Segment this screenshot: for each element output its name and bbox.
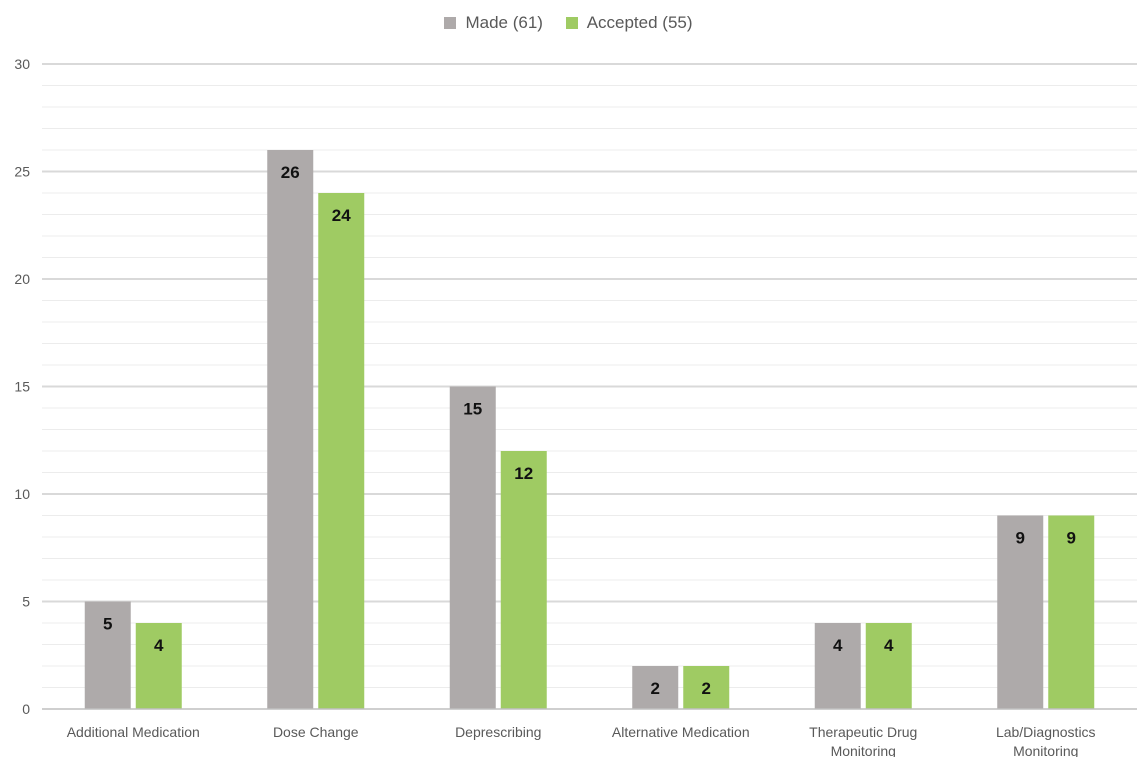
y-tick-label: 0 [22, 701, 30, 717]
x-tick-label: Additional Medication [67, 724, 200, 740]
x-axis: Additional Medication Dose Change Deprescr… [42, 708, 1137, 757]
x-tick-label: Dose Change [273, 724, 359, 740]
data-label: 5 [103, 615, 112, 634]
data-label: 26 [281, 163, 300, 182]
bar-accepted [865, 623, 912, 709]
bar-accepted [500, 451, 547, 709]
data-label: 2 [702, 679, 711, 698]
legend-swatch-made [444, 16, 457, 29]
data-label: 15 [463, 400, 482, 419]
y-tick-label: 20 [14, 271, 30, 287]
x-tick-label: Monitoring [831, 743, 896, 757]
bar-made [449, 386, 496, 709]
y-tick-label: 25 [14, 164, 30, 180]
data-label: 2 [651, 679, 660, 698]
bar-made [997, 515, 1044, 709]
bar-made [814, 623, 861, 709]
x-tick-label: Alternative Medication [612, 724, 750, 740]
x-tick-label: Therapeutic Drug [809, 724, 917, 740]
bar-accepted [318, 193, 365, 709]
x-tick-label: Lab/Diagnostics [996, 724, 1096, 740]
y-tick-label: 5 [22, 594, 30, 610]
bar-accepted [135, 623, 182, 709]
y-axis: 0 5 10 15 20 25 30 [14, 56, 30, 717]
gridlines [42, 63, 1137, 688]
legend-item-made: Made (61) [444, 12, 543, 33]
data-label: 4 [154, 636, 164, 655]
x-tick-label: Deprescribing [455, 724, 541, 740]
bar-made [267, 150, 314, 709]
y-tick-label: 15 [14, 379, 30, 395]
legend-label-made: Made (61) [465, 12, 543, 32]
legend-item-accepted: Accepted (55) [565, 12, 693, 33]
legend-swatch-accepted [565, 16, 578, 29]
y-tick-label: 10 [14, 486, 30, 502]
bars [84, 150, 1095, 709]
data-label: 12 [514, 464, 533, 483]
data-label: 9 [1067, 529, 1076, 548]
data-label: 4 [884, 636, 894, 655]
legend-label-accepted: Accepted (55) [586, 12, 693, 32]
data-label: 4 [833, 636, 843, 655]
bar-accepted [683, 666, 730, 709]
data-label: 9 [1016, 529, 1025, 548]
bar-made [84, 601, 131, 709]
bar-accepted [1048, 515, 1095, 709]
legend: Made (61) Accepted (55) [0, 12, 1137, 33]
data-label: 24 [332, 206, 351, 225]
bar-made [632, 666, 679, 709]
x-tick-label: Monitoring [1013, 743, 1078, 757]
y-tick-label: 30 [14, 56, 30, 72]
